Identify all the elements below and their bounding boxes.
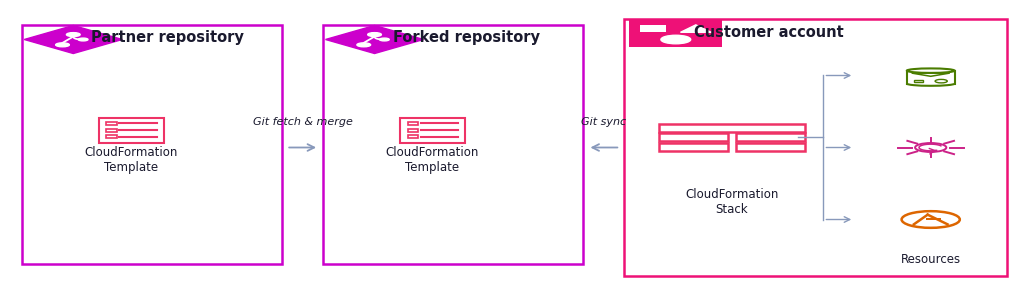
Bar [106, 122, 117, 125]
Text: CloudFormation
Stack: CloudFormation Stack [685, 188, 778, 216]
Bar [658, 142, 728, 151]
Bar [400, 118, 465, 142]
Text: Forked repository: Forked repository [392, 30, 540, 45]
Circle shape [67, 33, 80, 37]
Ellipse shape [907, 68, 954, 73]
Text: Git fetch & merge: Git fetch & merge [253, 117, 352, 127]
Polygon shape [25, 25, 122, 53]
Text: CloudFormation
Template: CloudFormation Template [386, 146, 479, 173]
Bar [98, 118, 164, 142]
Text: Customer account: Customer account [694, 24, 844, 40]
Polygon shape [681, 25, 712, 32]
Bar [658, 133, 728, 141]
Circle shape [660, 35, 691, 44]
Text: Resources: Resources [901, 253, 961, 266]
Polygon shape [326, 25, 424, 53]
Bar [658, 124, 805, 132]
Bar [640, 25, 667, 32]
Bar [324, 25, 584, 264]
Text: Git sync: Git sync [582, 117, 627, 127]
Bar [735, 133, 805, 141]
Circle shape [380, 38, 389, 41]
Text: Partner repository: Partner repository [91, 30, 244, 45]
Bar [22, 25, 283, 264]
Circle shape [357, 43, 371, 47]
Circle shape [78, 38, 88, 41]
Bar [106, 135, 117, 138]
Circle shape [55, 43, 70, 47]
Bar [735, 142, 805, 151]
Bar [408, 129, 418, 132]
Bar [408, 122, 418, 125]
Text: CloudFormation
Template: CloudFormation Template [85, 146, 178, 173]
Bar [629, 20, 722, 47]
Bar [408, 135, 418, 138]
Bar [914, 80, 923, 82]
Bar [625, 19, 1008, 276]
Circle shape [368, 33, 381, 37]
Bar [106, 129, 117, 132]
